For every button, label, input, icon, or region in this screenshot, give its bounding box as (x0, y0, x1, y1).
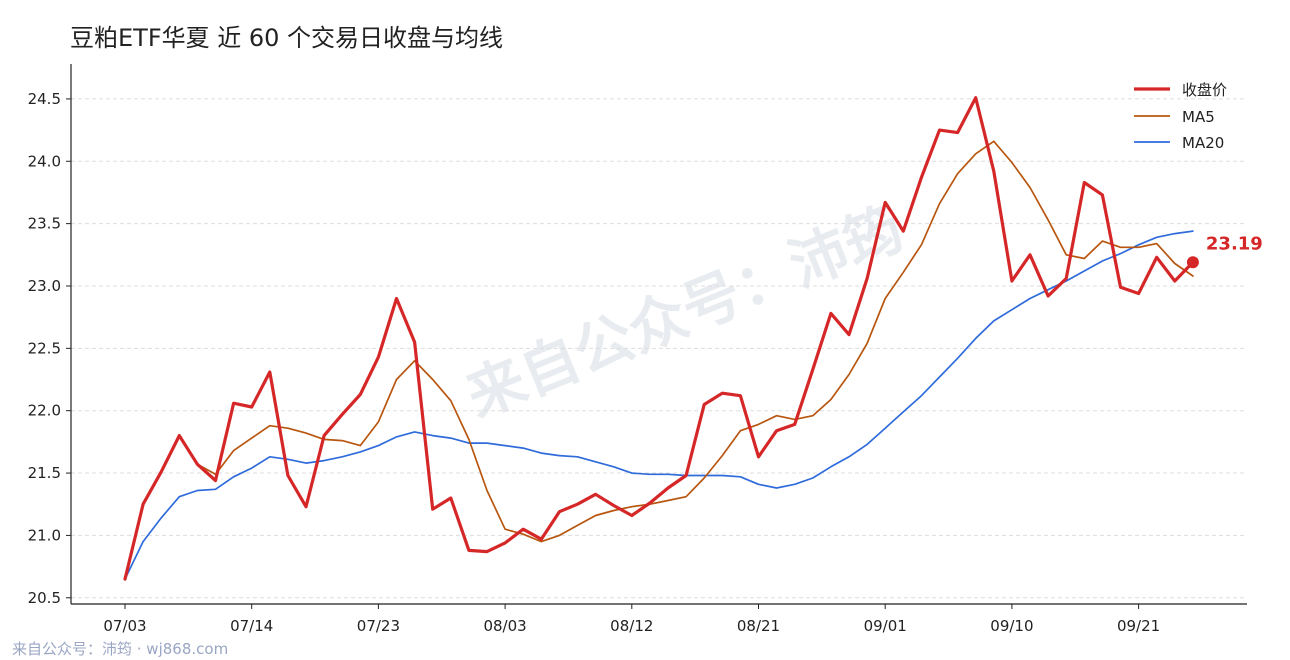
x-tick-label: 09/21 (1117, 617, 1160, 635)
y-tick-label: 20.5 (28, 589, 61, 607)
legend-label: MA20 (1182, 134, 1224, 152)
series-lines (123, 96, 1195, 581)
y-tick-label: 22.0 (28, 402, 61, 420)
legend: 收盘价 MA5 MA20 (1134, 81, 1227, 152)
footer-watermark: 来自公众号：沛筠 · wj868.com (12, 640, 229, 658)
legend-label: MA5 (1182, 108, 1215, 126)
y-tick-label: 24.0 (28, 152, 61, 170)
watermark-text: 来自公众号：沛筠 (457, 194, 913, 431)
axes (70, 64, 1247, 605)
y-tick-label: 23.5 (28, 215, 61, 233)
last-value-label: 23.19 (1206, 233, 1263, 254)
last-value-dot (1186, 256, 1199, 269)
x-axis-ticks: 07/03 07/14 07/23 08/03 08/12 08/21 09/01 09/10… (103, 604, 1160, 635)
x-tick-label: 08/12 (610, 617, 653, 635)
y-tick-label: 24.5 (28, 90, 61, 108)
x-tick-label: 07/14 (230, 617, 273, 635)
x-tick-label: 07/03 (103, 617, 146, 635)
legend-label: 收盘价 (1182, 81, 1227, 99)
y-tick-label: 21.0 (28, 526, 61, 544)
y-tick-label: 22.5 (28, 339, 61, 357)
close-price-line (123, 96, 1195, 581)
x-tick-label: 08/03 (483, 617, 526, 635)
y-tick-label: 23.0 (28, 277, 61, 295)
ma20-line (124, 230, 1194, 580)
ma5-line (124, 140, 1194, 580)
grid-lines (71, 98, 1247, 599)
chart-title: 豆粕ETF华夏 近 60 个交易日收盘与均线 (70, 24, 504, 52)
x-tick-label: 09/10 (990, 617, 1033, 635)
y-tick-label: 21.5 (28, 464, 61, 482)
x-tick-label: 09/01 (864, 617, 907, 635)
y-axis-ticks: 20.5 21.0 21.5 22.0 22.5 23.0 23.5 24.0 24.5 (28, 90, 71, 607)
x-tick-label: 08/21 (737, 617, 780, 635)
last-value-marker: 23.19 (1186, 233, 1263, 269)
x-tick-label: 07/23 (357, 617, 400, 635)
